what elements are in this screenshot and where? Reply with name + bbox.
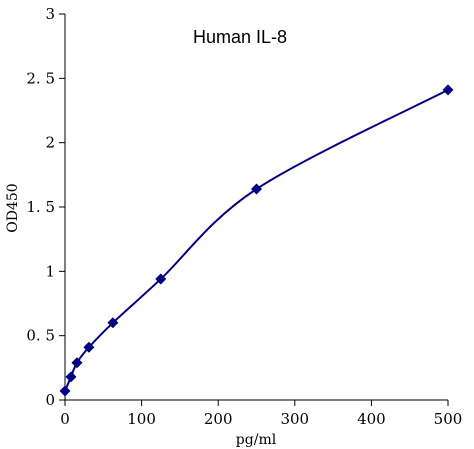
- data-point: [155, 273, 167, 285]
- x-axis-label: pg/ml: [236, 432, 277, 448]
- data-point: [442, 84, 454, 96]
- y-tick-label: 0. 5: [26, 327, 55, 345]
- y-tick-label: 3: [45, 5, 55, 23]
- y-axis-label: OD450: [5, 183, 21, 232]
- y-tick-label: 1: [45, 262, 55, 280]
- x-tick-label: 500: [434, 410, 463, 428]
- y-tick-label: 2: [45, 134, 55, 152]
- x-axis: 0 100 200 300 400 500: [60, 399, 463, 428]
- x-tick-label: 400: [357, 410, 386, 428]
- series-line: [64, 89, 449, 392]
- y-tick-label: 2. 5: [26, 69, 55, 87]
- y-tick-label: 0: [45, 391, 55, 409]
- x-tick-label: 300: [280, 410, 309, 428]
- x-tick-label: 200: [204, 410, 233, 428]
- data-point: [65, 371, 77, 383]
- data-point: [251, 183, 262, 195]
- chart-title: Human IL-8: [193, 27, 287, 47]
- series-layer: [59, 84, 454, 397]
- x-tick-label: 100: [127, 410, 156, 428]
- y-tick-label: 1. 5: [26, 198, 55, 216]
- data-point: [59, 385, 71, 397]
- data-point: [71, 357, 83, 369]
- data-point: [107, 317, 119, 329]
- y-axis: 0 0. 5 1 1. 5 2 2. 5 3: [26, 5, 66, 409]
- data-point: [83, 341, 95, 353]
- x-tick-label: 0: [60, 410, 70, 428]
